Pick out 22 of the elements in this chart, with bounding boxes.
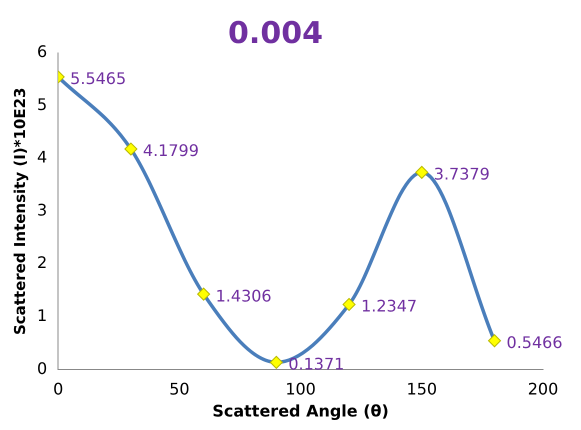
x-tick-label: 200 <box>528 379 558 398</box>
y-tick-label: 2 <box>36 253 48 272</box>
data-label: 3.7379 <box>434 164 490 184</box>
y-tick-label: 4 <box>36 148 48 167</box>
data-label: 0.1371 <box>288 354 344 374</box>
data-label: 4.1799 <box>142 141 199 160</box>
x-axis-title: Scattered Angle (θ) <box>212 402 389 421</box>
y-tick-label: 0 <box>36 358 48 378</box>
x-tick-label: 0 <box>53 379 64 398</box>
y-tick-label: 5 <box>36 94 48 114</box>
y-axis-title: Scattered Intensity (I)*10E23 <box>10 88 29 336</box>
y-tick-label: 3 <box>36 200 48 220</box>
data-label: 0.5466 <box>506 332 562 352</box>
data-label: 1.2347 <box>361 296 418 316</box>
x-tick-label: 100 <box>285 379 316 398</box>
data-label: 5.5465 <box>70 69 126 88</box>
y-tick-label: 1 <box>36 306 48 325</box>
x-tick-label: 50 <box>169 379 190 398</box>
x-tick-label: 150 <box>406 379 438 398</box>
y-tick-label: 6 <box>36 42 48 62</box>
data-label: 1.4306 <box>216 286 272 306</box>
chart-title: 0.004 <box>228 16 323 51</box>
